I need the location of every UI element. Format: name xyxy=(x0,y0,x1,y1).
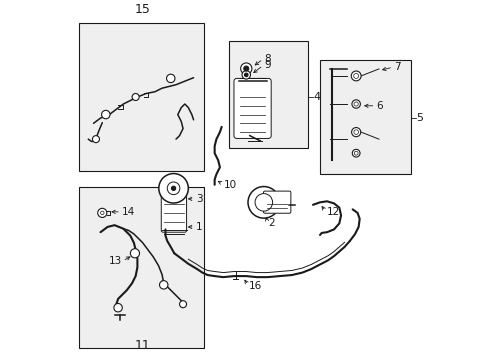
Text: 9: 9 xyxy=(264,60,270,71)
Circle shape xyxy=(98,208,107,217)
Circle shape xyxy=(353,102,358,106)
Text: 10: 10 xyxy=(223,180,236,190)
Circle shape xyxy=(92,136,99,143)
Text: 1: 1 xyxy=(195,222,202,232)
Circle shape xyxy=(171,186,175,190)
Text: 8: 8 xyxy=(264,54,270,64)
Text: 11: 11 xyxy=(135,339,150,352)
Circle shape xyxy=(244,73,247,77)
Text: 14: 14 xyxy=(122,207,135,217)
Circle shape xyxy=(353,151,357,155)
Circle shape xyxy=(351,149,359,157)
Text: 15: 15 xyxy=(135,3,150,16)
Circle shape xyxy=(247,186,279,218)
Circle shape xyxy=(166,74,175,82)
Circle shape xyxy=(353,73,358,78)
Text: 4: 4 xyxy=(313,92,320,102)
Circle shape xyxy=(167,182,180,195)
Circle shape xyxy=(351,127,360,137)
Bar xyxy=(79,186,203,348)
Text: 3: 3 xyxy=(195,194,202,204)
Circle shape xyxy=(255,194,272,211)
FancyBboxPatch shape xyxy=(233,78,271,139)
Text: 7: 7 xyxy=(393,62,400,72)
Text: 5: 5 xyxy=(416,113,423,123)
Bar xyxy=(228,41,307,148)
Text: 6: 6 xyxy=(376,101,383,111)
Text: 16: 16 xyxy=(248,281,262,291)
Circle shape xyxy=(179,301,186,308)
Circle shape xyxy=(350,71,360,81)
Circle shape xyxy=(159,174,188,203)
Circle shape xyxy=(351,100,360,108)
Circle shape xyxy=(353,130,358,134)
Circle shape xyxy=(132,94,139,100)
Circle shape xyxy=(159,281,167,289)
Circle shape xyxy=(102,111,110,119)
Bar xyxy=(79,23,203,171)
Circle shape xyxy=(244,66,248,71)
FancyBboxPatch shape xyxy=(161,188,186,232)
Text: 2: 2 xyxy=(268,219,274,228)
FancyBboxPatch shape xyxy=(263,191,290,213)
Circle shape xyxy=(130,249,139,258)
Bar xyxy=(319,60,410,174)
Circle shape xyxy=(242,71,250,79)
Circle shape xyxy=(240,63,251,74)
Text: 12: 12 xyxy=(325,207,339,217)
Circle shape xyxy=(114,303,122,312)
Circle shape xyxy=(101,211,104,215)
Text: 13: 13 xyxy=(108,256,122,266)
